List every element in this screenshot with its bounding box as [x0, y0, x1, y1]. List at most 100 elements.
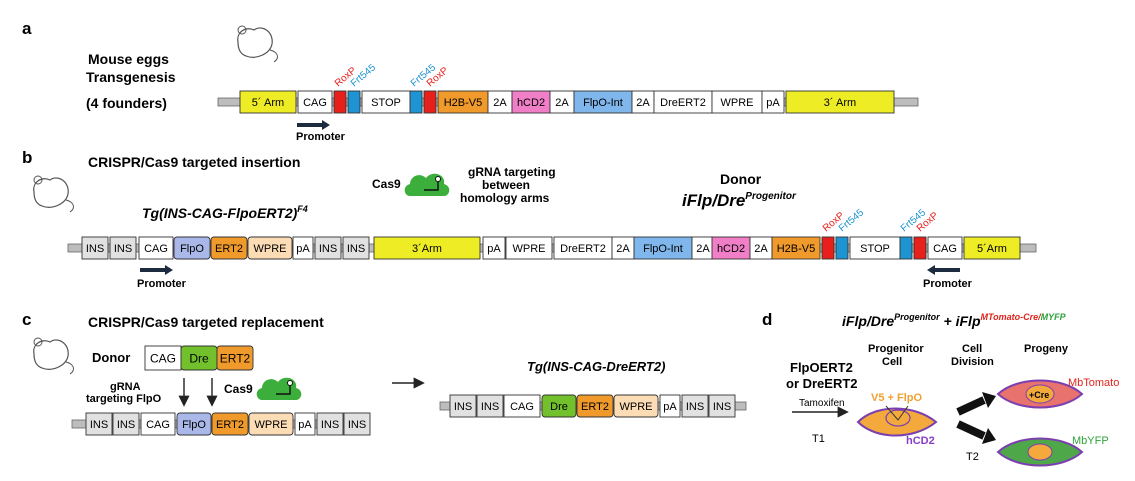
construct-label: CAG [144, 243, 168, 255]
donor-allele-b: iFlp/DreProgenitor [682, 191, 797, 210]
construct-box [173, 236, 211, 260]
construct-label: DreERT2 [660, 97, 706, 109]
construct-row-c: INS INS CAG FlpO ERT2 WPRE pA INS INS [85, 412, 371, 436]
construct-label: ERT2 [216, 419, 244, 431]
construct-label: INS [117, 419, 135, 431]
construct-label: Dre [189, 351, 209, 365]
construct-box [109, 236, 137, 260]
panel-b-letter: b [22, 148, 32, 167]
construct-label: INS [713, 401, 731, 413]
panel-c-letter: c [22, 310, 31, 329]
cas9-label-b: Cas9 [372, 177, 401, 191]
construct-row-c-result: INS INS CAG Dre ERT2 WPRE pA INS INS [449, 394, 736, 418]
construct-box [373, 236, 481, 260]
mbtomato-label: MbTomato [1068, 377, 1119, 389]
construct-box [963, 236, 1021, 260]
construct-label: WPRE [721, 97, 754, 109]
construct-label: INS [114, 243, 132, 255]
result-title: Tg(INS-CAG-DreERT2) [527, 359, 665, 374]
construct-box [423, 90, 437, 114]
promoter-arrow-a [297, 120, 330, 130]
progenitor-cell [856, 405, 938, 437]
construct-box [112, 412, 140, 436]
construct-box [899, 236, 913, 260]
construct-label: STOP [371, 97, 401, 109]
construct-label: pA [296, 243, 310, 255]
division-arrow-down [956, 420, 986, 440]
construct-label: ERT2 [215, 243, 243, 255]
construct-label: INS [347, 243, 365, 255]
construct-label: CAG [303, 97, 327, 109]
construct-label: pA [298, 419, 312, 431]
construct-box [821, 236, 835, 260]
construct-box [913, 236, 927, 260]
promoter-label-b-right: Promoter [923, 278, 973, 290]
construct-box [314, 236, 342, 260]
construct-box [576, 394, 614, 418]
construct-box [176, 412, 212, 436]
construct-label: ERT2 [581, 401, 609, 413]
construct-label: FlpO [182, 419, 206, 431]
promoter-label-a: Promoter [296, 131, 346, 143]
division-arrowhead-down [982, 428, 996, 444]
grna-c-line2: targeting FlpO [86, 393, 162, 405]
construct-label: WPRE [513, 243, 546, 255]
panel-b-heading: CRISPR/Cas9 targeted insertion [88, 154, 300, 170]
construct-label: INS [481, 401, 499, 413]
construct-box [211, 412, 249, 436]
construct-label: WPRE [620, 401, 653, 413]
panel-a: a Mouse eggs Transgenesis (4 founders) 5… [22, 19, 919, 143]
division-arrow-up [956, 396, 986, 416]
division-arrowhead-up [982, 392, 996, 408]
construct-label: WPRE [254, 243, 287, 255]
grna-b-line3: homology arms [460, 191, 550, 205]
panel-a-heading-1: Mouse eggs [88, 51, 169, 67]
cas9-cloud-icon [404, 173, 450, 196]
donor-label-b: Donor [720, 171, 762, 187]
construct-box [140, 412, 176, 436]
construct-box [144, 345, 182, 371]
construct-label: INS [686, 401, 704, 413]
construct-label: pA [663, 401, 677, 413]
construct-label: CAG [146, 419, 170, 431]
progeny-cell-tomato [996, 379, 1084, 409]
donor-row-c: CAG Dre ERT2 [144, 345, 254, 371]
construct-label: CAG [150, 351, 176, 365]
col-division-1: Cell [962, 343, 982, 355]
construct-box [482, 236, 506, 260]
construct-box [216, 345, 254, 371]
construct-box [347, 90, 361, 114]
allele-name-b: Tg(INS-CAG-FlpoERT2)F4 [142, 204, 308, 221]
panel-c: c CRISPR/Cas9 targeted replacement Donor… [22, 310, 747, 436]
tamoxifen-label: Tamoxifen [799, 398, 845, 409]
t2-label: T2 [966, 451, 979, 463]
construct-box [835, 236, 849, 260]
construct-label: INS [348, 419, 366, 431]
flpo-line1: FlpOERT2 [790, 360, 853, 375]
v5-flpo-label: V5 + FlpO [871, 392, 922, 404]
construct-label: 3´Arm [412, 243, 442, 255]
grna-b-line2: between [482, 178, 530, 192]
promoter-arrow-b-left [140, 265, 173, 275]
donor-label-c: Donor [92, 350, 130, 365]
construct-box [771, 236, 821, 260]
construct-label: STOP [860, 243, 890, 255]
panel-a-heading-2: Transgenesis [86, 69, 176, 85]
panel-c-heading: CRISPR/Cas9 targeted replacement [88, 314, 324, 330]
construct-box [343, 412, 371, 436]
col-division-2: Division [951, 356, 994, 368]
construct-label: H2B-V5 [777, 243, 816, 255]
construct-box [294, 412, 316, 436]
construct-box [503, 394, 541, 418]
construct-box [333, 90, 347, 114]
construct-label: FlpO [180, 243, 204, 255]
construct-box [297, 90, 333, 114]
construct-label: 2A [493, 97, 507, 109]
construct-box [541, 394, 577, 418]
construct-label: pA [766, 97, 780, 109]
promoter-arrow-b-right [927, 265, 960, 275]
construct-label: DreERT2 [560, 243, 606, 255]
construct-box [927, 236, 963, 260]
construct-box [761, 90, 785, 114]
construct-box [239, 90, 297, 114]
